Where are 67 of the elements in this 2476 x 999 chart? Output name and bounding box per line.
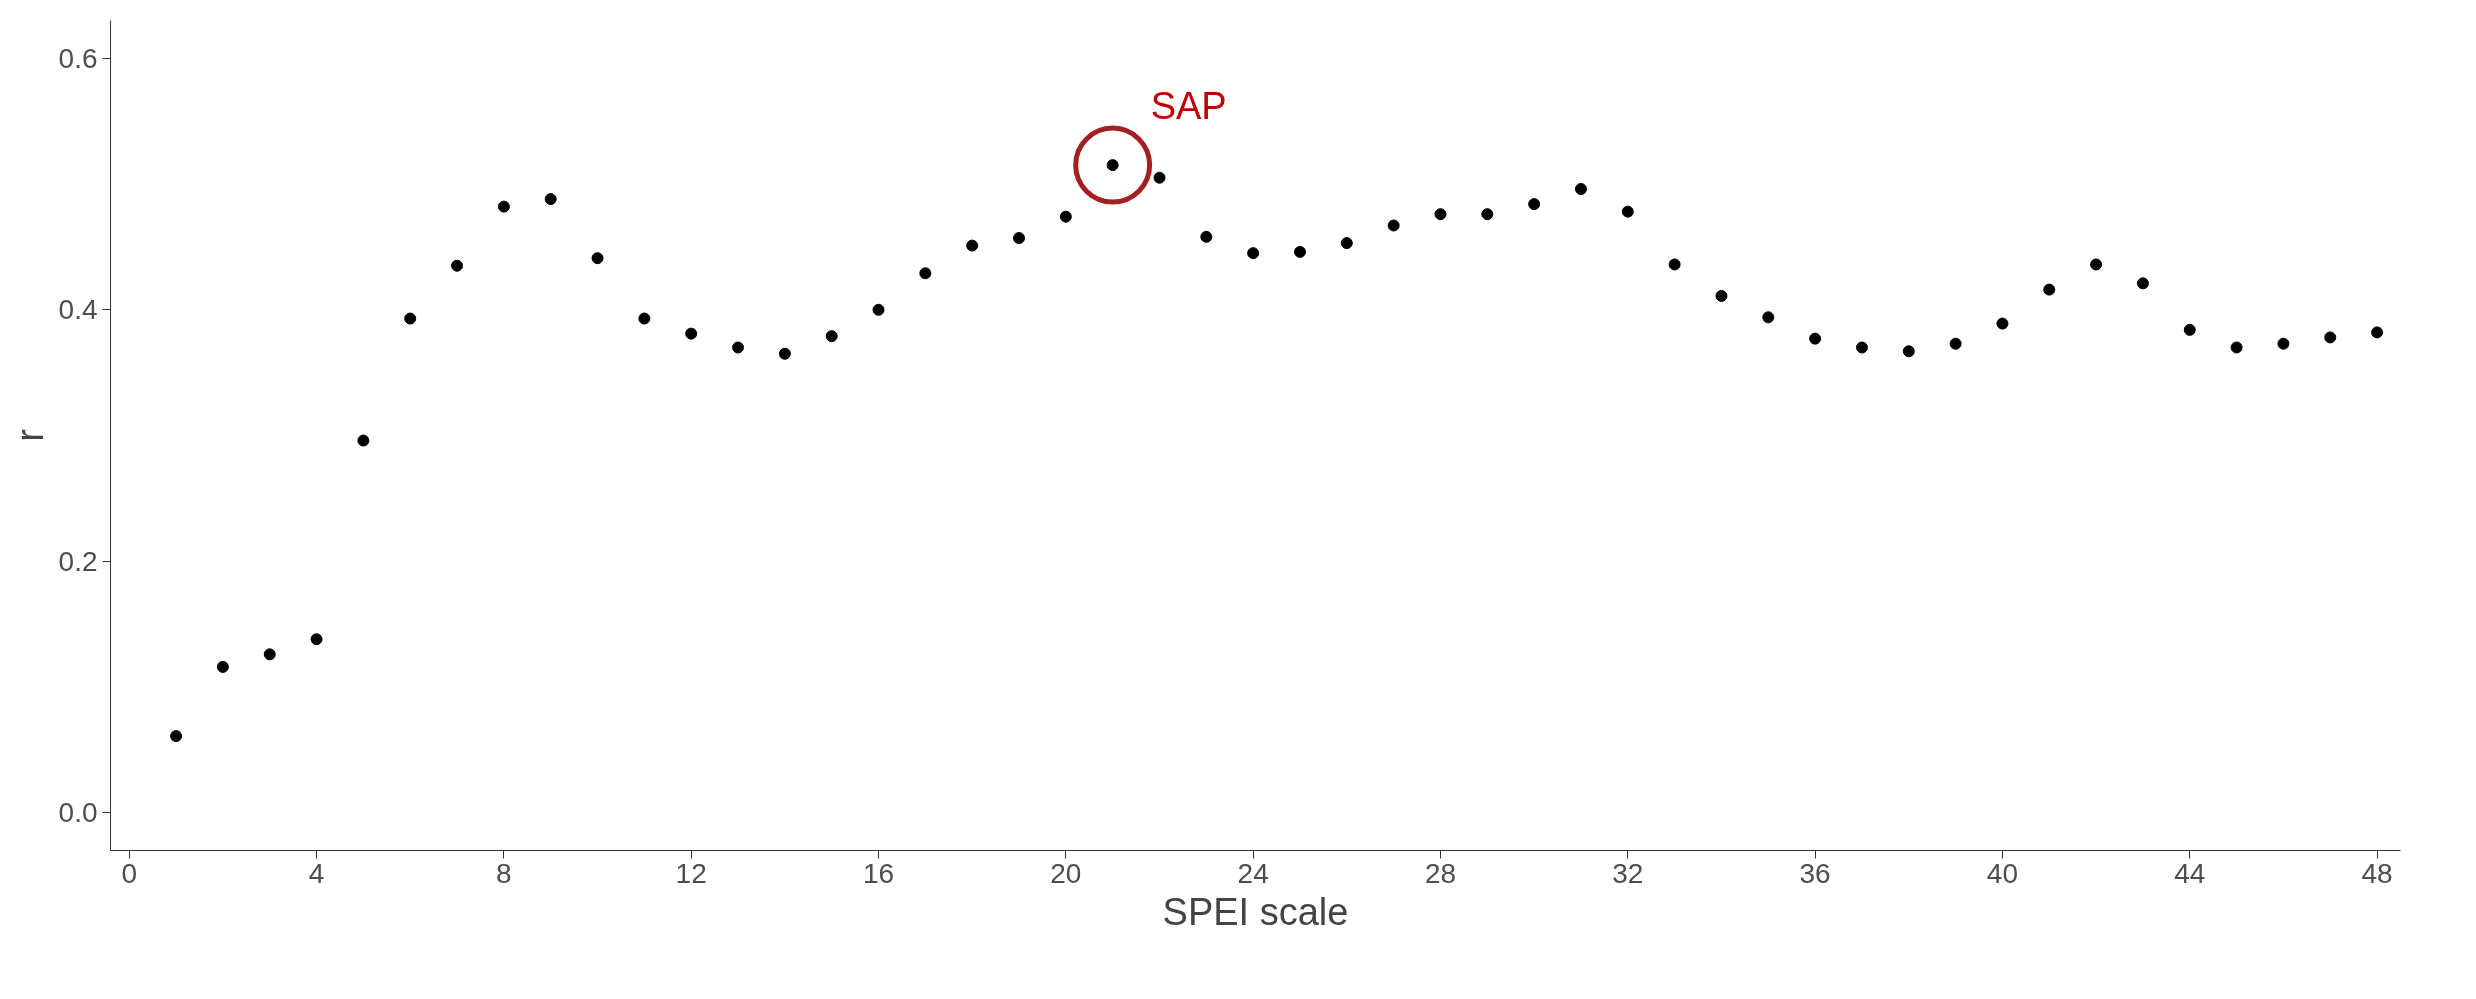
point	[263, 648, 276, 661]
x-tick-label: 48	[2361, 857, 2393, 889]
point	[1200, 230, 1213, 243]
point	[591, 252, 604, 265]
x-tick-label: 16	[862, 857, 895, 889]
point	[1715, 289, 1728, 302]
point	[1762, 311, 1775, 324]
point	[1528, 198, 1541, 211]
x-tick-label: 0	[121, 857, 138, 889]
point	[1949, 337, 1962, 350]
point	[2183, 323, 2196, 336]
point	[2371, 326, 2384, 339]
x-tick-label: 12	[675, 857, 707, 889]
y-tick-label: 0.6	[58, 42, 98, 74]
point	[1434, 208, 1447, 221]
point	[1574, 183, 1587, 195]
point	[1902, 345, 1915, 358]
point	[1481, 208, 1494, 221]
x-tick-label: 28	[1424, 857, 1457, 889]
point	[2230, 341, 2243, 354]
y-axis-title: r	[8, 428, 51, 442]
point	[404, 312, 417, 325]
point	[2043, 283, 2056, 296]
point	[1387, 219, 1400, 232]
point	[1340, 237, 1353, 250]
x-tick-label: 20	[1050, 857, 1082, 889]
point	[2136, 277, 2149, 290]
point	[872, 303, 885, 316]
x-tick-label: 4	[308, 857, 325, 889]
point	[497, 200, 510, 213]
x-axis-title: SPEI scale	[1162, 890, 1349, 933]
point	[825, 330, 838, 343]
point	[1996, 317, 2009, 330]
point	[170, 730, 183, 743]
x-tick-label: 32	[1612, 857, 1644, 889]
y-tick-label: 0.2	[58, 545, 98, 577]
y-tick-label: 0.0	[58, 797, 98, 829]
point	[451, 259, 464, 272]
point	[310, 633, 323, 646]
point	[2324, 331, 2337, 344]
point	[1153, 171, 1166, 184]
point	[2090, 258, 2103, 271]
point	[778, 347, 791, 360]
point	[357, 434, 370, 447]
point	[685, 327, 698, 340]
point	[966, 239, 979, 252]
point	[1293, 245, 1306, 258]
x-tick-label: 8	[496, 857, 512, 889]
x-tick-label: 40	[1986, 857, 2019, 889]
x-tick-label: 36	[1799, 857, 1831, 889]
point	[1809, 332, 1822, 345]
y-tick-label: 0.4	[58, 294, 98, 326]
x-tick-label: 24	[1237, 857, 1269, 889]
point	[216, 660, 229, 673]
point	[2277, 337, 2290, 350]
point	[1855, 341, 1868, 354]
point	[919, 267, 932, 280]
point	[1247, 247, 1260, 260]
point	[1059, 210, 1072, 223]
point	[638, 312, 651, 325]
point	[1668, 258, 1681, 271]
point	[732, 341, 745, 354]
annotation: SAP	[1150, 85, 1227, 128]
x-tick-label: 44	[2174, 857, 2206, 889]
point	[544, 193, 557, 206]
point	[1621, 205, 1634, 218]
point	[1013, 232, 1026, 245]
